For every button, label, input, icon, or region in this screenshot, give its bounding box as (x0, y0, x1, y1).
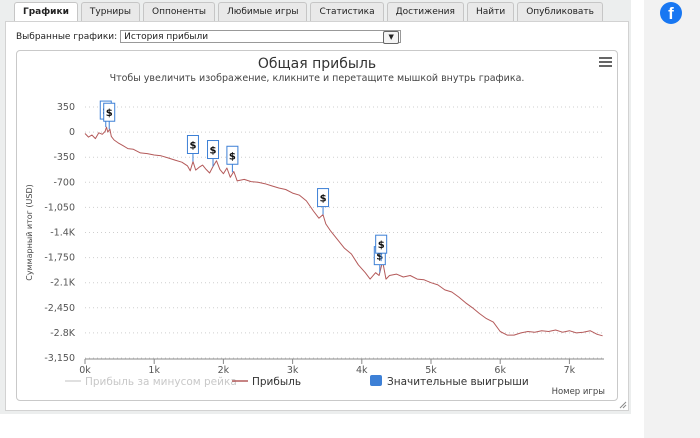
x-axis-label: Номер игры (552, 387, 605, 397)
legend-item[interactable]: Значительные выигрыши (370, 375, 529, 388)
tab-8[interactable]: Опубликовать (517, 2, 603, 21)
right-sidebar (644, 0, 700, 438)
x-tick-label: 6k (494, 365, 506, 376)
legend-item[interactable]: Прибыль за минусом рейка (65, 376, 237, 388)
profit-chart[interactable]: Общая прибыль Чтобы увеличить изображение… (16, 50, 618, 401)
big-win-marker[interactable]: $ (375, 234, 388, 262)
chart-selector-label: Выбранные графики: (16, 31, 118, 42)
chart-title: Общая прибыль (258, 56, 376, 72)
y-tick-label: -3,150 (44, 353, 75, 364)
app-container: Графики Турниры Оппоненты Любимые игры Стати… (0, 0, 631, 414)
big-win-marker[interactable]: $ (317, 188, 330, 215)
legend-item[interactable]: Прибыль (232, 376, 301, 388)
y-tick-label: -1,050 (44, 202, 75, 213)
svg-text:Прибыль: Прибыль (252, 376, 301, 388)
x-tick-label: 3k (287, 365, 299, 376)
y-tick-label: -2.1K (50, 278, 76, 289)
resize-handle-icon[interactable] (619, 401, 627, 409)
facebook-icon[interactable]: f (660, 2, 682, 24)
charts-panel: Выбранные графики: История прибыли ▼ Общ… (5, 21, 629, 411)
x-tick-label: 0k (79, 365, 91, 376)
y-tick-label: -350 (53, 152, 75, 163)
svg-text:$: $ (229, 151, 236, 162)
svg-text:Прибыль за минусом рейка: Прибыль за минусом рейка (85, 376, 237, 388)
big-win-marker[interactable]: $ (207, 140, 220, 167)
y-tick-label: -1.4K (50, 228, 76, 239)
x-tick-label: 5k (425, 365, 437, 376)
big-win-marker[interactable]: $ (186, 135, 199, 162)
big-win-marker[interactable]: $ (226, 145, 239, 173)
y-tick-label: 350 (57, 102, 75, 113)
tab-7[interactable]: Найти (466, 2, 515, 21)
y-tick-label: 0 (69, 127, 75, 138)
x-tick-label: 4k (356, 365, 368, 376)
tab-3[interactable]: Оппоненты (143, 2, 216, 21)
tab-4[interactable]: Любимые игры (218, 2, 308, 21)
chart-selector-value: История прибыли (124, 32, 209, 42)
svg-text:$: $ (189, 141, 196, 152)
y-tick-label: -700 (53, 177, 75, 188)
svg-text:$: $ (106, 108, 113, 119)
svg-text:$: $ (320, 194, 327, 205)
tab-2[interactable]: Турниры (80, 2, 140, 21)
x-tick-label: 2k (218, 365, 230, 376)
chevron-down-icon[interactable]: ▼ (383, 31, 400, 44)
x-tick-label: 7k (564, 365, 576, 376)
tab-5[interactable]: Статистика (310, 2, 384, 21)
profit-series-line (84, 126, 603, 337)
svg-text:$: $ (378, 240, 385, 251)
chart-subtitle: Чтобы увеличить изображение, кликните и … (110, 73, 525, 84)
x-tick-label: 1k (148, 365, 160, 376)
svg-text:Значительные выигрыши: Значительные выигрыши (387, 376, 529, 388)
svg-text:$: $ (210, 146, 217, 157)
svg-text:$: $ (376, 252, 383, 263)
chart-selector-row: Выбранные графики: История прибыли ▼ (16, 30, 402, 44)
tab-1[interactable]: Графики (14, 2, 78, 23)
chart-selector-dropdown[interactable]: История прибыли ▼ (120, 30, 402, 44)
y-tick-label: -2.8K (50, 328, 76, 339)
chart-menu-icon[interactable] (599, 57, 612, 67)
y-axis-label: Суммарный итог (USD) (25, 184, 34, 281)
y-tick-label: -2,450 (44, 303, 75, 314)
big-win-marker[interactable]: $ (103, 102, 116, 130)
y-tick-label: -1,750 (44, 253, 75, 264)
tab-6[interactable]: Достижения (386, 2, 464, 21)
tab-bar: Графики Турниры Оппоненты Любимые игры Стати… (14, 2, 606, 23)
